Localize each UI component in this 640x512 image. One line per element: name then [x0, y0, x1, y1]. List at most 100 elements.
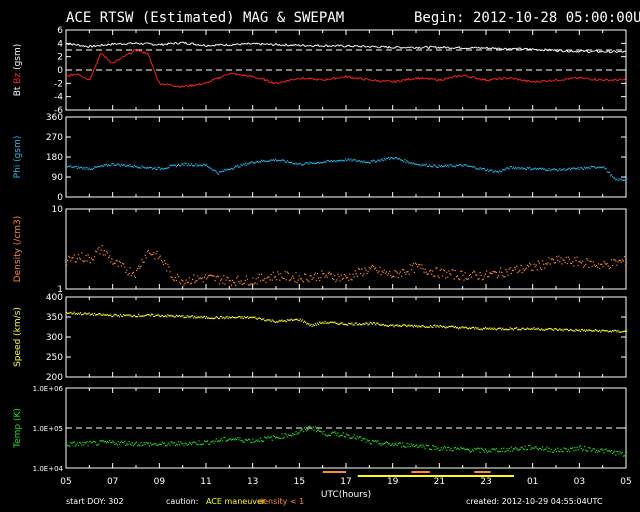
data-point: [181, 279, 183, 281]
data-point: [389, 324, 391, 327]
data-point: [112, 315, 114, 318]
data-point: [210, 317, 212, 319]
data-point: [598, 167, 600, 169]
x-tick-label: 23: [480, 477, 491, 487]
data-point: [111, 441, 113, 444]
y-tick-label: 360: [46, 113, 63, 123]
series-segment: [513, 47, 516, 50]
series-segment: [213, 78, 215, 81]
data-point: [267, 160, 269, 162]
data-point: [96, 166, 98, 168]
data-point: [491, 273, 493, 275]
data-point: [339, 280, 341, 282]
series-segment: [599, 50, 602, 53]
data-point: [547, 450, 549, 453]
data-point: [560, 329, 562, 331]
series-segment: [114, 42, 116, 45]
data-point: [525, 328, 528, 330]
data-point: [196, 280, 198, 282]
series-segment: [356, 77, 359, 80]
series-segment: [149, 58, 152, 63]
data-point: [479, 167, 481, 169]
series-segment: [406, 46, 408, 49]
data-point: [388, 156, 390, 159]
data-point: [110, 261, 112, 263]
data-point: [521, 446, 523, 448]
data-point: [170, 164, 172, 167]
data-point: [602, 166, 604, 168]
series-segment: [143, 42, 145, 45]
data-point: [69, 166, 71, 168]
data-point: [127, 164, 129, 167]
series-segment: [473, 46, 476, 49]
y-tick-label: 180: [46, 153, 63, 163]
series-segment: [368, 78, 370, 81]
data-point: [464, 164, 466, 166]
data-point: [463, 164, 465, 166]
series-segment: [621, 51, 624, 53]
y-tick-label: 350: [46, 313, 63, 323]
data-point: [187, 281, 189, 283]
data-point: [411, 264, 413, 267]
data-point: [558, 255, 560, 257]
data-point: [581, 260, 584, 262]
data-point: [176, 444, 179, 446]
data-point: [405, 446, 407, 448]
series-segment: [153, 71, 156, 73]
data-point: [381, 443, 383, 445]
data-point: [204, 317, 207, 319]
data-point: [240, 439, 242, 442]
series-segment: [241, 42, 243, 45]
data-point: [575, 328, 577, 330]
y-tick-label: 400: [46, 293, 63, 303]
data-point: [422, 444, 424, 446]
data-point: [562, 169, 564, 171]
data-point: [143, 166, 145, 169]
data-point: [229, 168, 231, 171]
data-point: [493, 271, 495, 273]
data-point: [564, 447, 566, 450]
series-segment: [328, 45, 331, 47]
data-point: [413, 163, 416, 165]
data-point: [593, 448, 595, 450]
data-point: [620, 178, 622, 180]
series-segment: [286, 44, 289, 47]
data-point: [489, 169, 491, 172]
data-point: [141, 258, 143, 261]
data-point: [343, 323, 346, 326]
data-point: [148, 252, 151, 254]
plot-title: ACE RTSW (Estimated) MAG & SWEPAM: [66, 10, 345, 26]
data-point: [559, 451, 561, 453]
y-axis-label-part: (gsm): [13, 136, 23, 165]
data-point: [140, 315, 142, 317]
series-segment: [466, 47, 468, 50]
data-point: [80, 312, 82, 314]
data-point: [386, 157, 389, 160]
data-point: [609, 330, 612, 332]
data-point: [600, 263, 602, 265]
data-point: [164, 260, 166, 262]
data-point: [324, 276, 326, 278]
data-point: [405, 324, 407, 327]
data-point: [347, 434, 349, 436]
data-point: [427, 326, 430, 328]
data-point: [404, 324, 406, 326]
data-point: [153, 315, 155, 318]
series-segment: [314, 44, 317, 47]
data-point: [496, 328, 498, 330]
series-segment: [339, 44, 342, 47]
data-point: [388, 443, 390, 445]
data-point: [151, 313, 153, 316]
data-point: [551, 168, 553, 171]
series-segment: [428, 78, 431, 81]
data-point: [406, 160, 408, 162]
data-point: [444, 445, 446, 448]
data-point: [207, 165, 209, 168]
series-segment: [584, 50, 587, 52]
data-point: [242, 283, 244, 285]
data-point: [90, 168, 92, 170]
data-point: [277, 159, 279, 161]
y-axis-label-mag: Bt Bz (gsm): [13, 44, 23, 97]
data-point: [141, 445, 143, 447]
data-point: [130, 275, 132, 277]
